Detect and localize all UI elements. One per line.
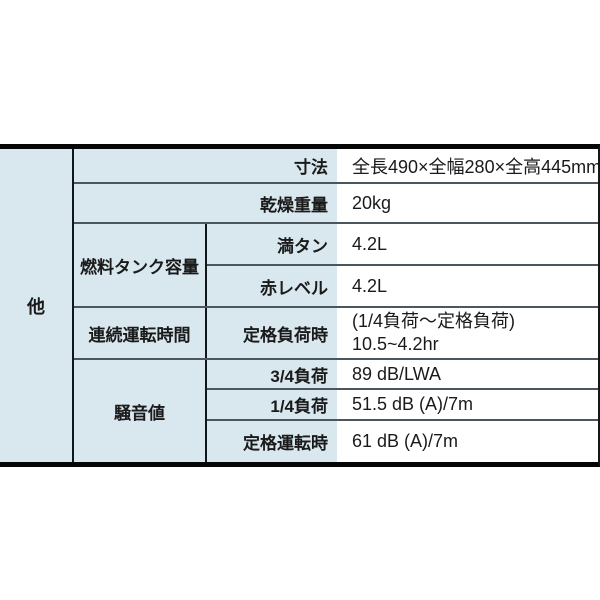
spec-label-dimensions: 寸法 [73,149,337,184]
table-row: 赤レベル 4.2L [0,265,598,308]
spec-table: 他 寸法 全長490×全幅280×全高445mm 乾燥重量 20kg 燃料タンク… [0,149,598,462]
table-row: 燃料タンク容量 満タン 4.2L [0,223,598,308]
spec-group-cell-noise-level: 騒音値 [73,359,207,462]
spec-table-container: 他 寸法 全長490×全幅280×全高445mm 乾燥重量 20kg 燃料タンク… [0,144,600,467]
spec-group-cell-fuel-tank-capacity: 燃料タンク容量 [73,223,207,308]
spec-value-rated-load-line2: 10.5~4.2hr [352,334,439,354]
spec-value-quarter-load: 51.5 dB (A)/7m [337,389,598,421]
table-row: 他 寸法 全長490×全幅280×全高445mm [0,149,598,462]
spec-label-quarter-load: 1/4負荷 [206,389,337,421]
spec-value-dry-weight: 20kg [337,183,598,224]
spec-label-rated-load: 定格負荷時 [206,307,337,360]
table-row: 連続運転時間 定格負荷時 (1/4負荷～定格負荷) 10.5~4.2hr [0,307,598,360]
spec-value-rated-operation: 61 dB (A)/7m [337,420,598,462]
spec-value-rated-load: (1/4負荷～定格負荷) 10.5~4.2hr [337,307,598,360]
spec-group-cell-continuous-operation-time: 連続運転時間 [73,307,207,360]
spec-value-full-tank: 4.2L [337,223,598,266]
table-row: 定格運転時 61 dB (A)/7m [0,420,598,462]
spec-group-cell-other: 他 [0,149,74,462]
spec-value-rated-load-line1: (1/4負荷～定格負荷) [352,311,516,331]
spec-value-red-level: 4.2L [337,265,598,308]
spec-label-red-level: 赤レベル [206,265,337,308]
spec-label-rated-operation: 定格運転時 [206,420,337,462]
spec-value-dimensions: 全長490×全幅280×全高445mm [337,149,598,184]
spec-label-full-tank: 満タン [206,223,337,266]
table-row: 騒音値 3/4負荷 89 dB/LWA [0,359,598,462]
table-row: 1/4負荷 51.5 dB (A)/7m [0,389,598,421]
spec-value-three-quarter-load: 89 dB/LWA [337,359,598,390]
table-row: 乾燥重量 20kg [0,183,598,224]
spec-label-three-quarter-load: 3/4負荷 [206,359,337,390]
spec-label-dry-weight: 乾燥重量 [73,183,337,224]
